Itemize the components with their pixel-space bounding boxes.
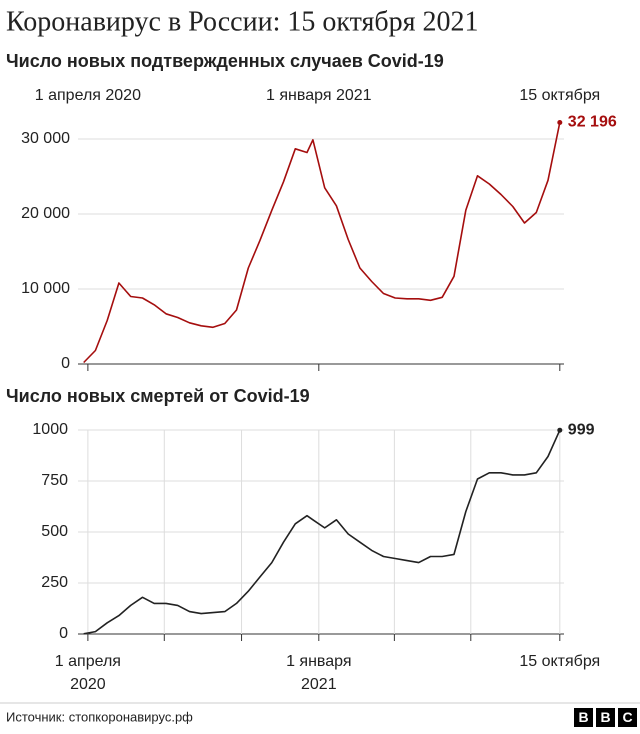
y-tick-label: 10 000 xyxy=(21,280,70,297)
x-tick-label: 1 января 2021 xyxy=(266,87,372,104)
x-tick-label: 2020 xyxy=(70,676,106,693)
source: Источник: стопкоронавирус.рф xyxy=(6,709,193,724)
x-tick-label: 15 октября xyxy=(519,653,600,670)
y-tick-label: 750 xyxy=(41,472,68,489)
logo-box xyxy=(574,708,593,727)
y-tick-label: 0 xyxy=(61,355,70,372)
logo-letter: B xyxy=(600,709,610,725)
end-point xyxy=(557,120,563,126)
y-tick-label: 1000 xyxy=(32,421,68,438)
logo-letter: B xyxy=(578,709,588,725)
end-point xyxy=(557,427,563,433)
page-title: Коронавирус в России: 15 октября 2021 xyxy=(6,6,478,37)
y-tick-label: 20 000 xyxy=(21,205,70,222)
value-label: 999 xyxy=(568,421,595,438)
logo: B B C xyxy=(574,708,637,727)
x-tick-label: 1 апреля 2020 xyxy=(35,87,141,104)
x-tick-label: 15 октября xyxy=(519,87,600,104)
logo-box xyxy=(596,708,615,727)
x-tick-label: 1 января xyxy=(286,653,351,670)
y-tick-label: 0 xyxy=(59,625,68,642)
chart-title: Число новых смертей от Covid-19 xyxy=(6,386,310,406)
chart-title: Число новых подтвержденных случаев Covid… xyxy=(6,51,444,71)
logo-box xyxy=(618,708,637,727)
logo-letter: C xyxy=(622,709,632,725)
x-tick-label: 2021 xyxy=(301,676,337,693)
x-tick-label: 1 апреля xyxy=(55,653,121,670)
y-tick-label: 500 xyxy=(41,523,68,540)
data-line xyxy=(83,429,561,635)
data-line xyxy=(83,122,561,364)
y-tick-label: 30 000 xyxy=(21,130,70,147)
y-tick-label: 250 xyxy=(41,574,68,591)
value-label: 32 196 xyxy=(568,114,617,131)
